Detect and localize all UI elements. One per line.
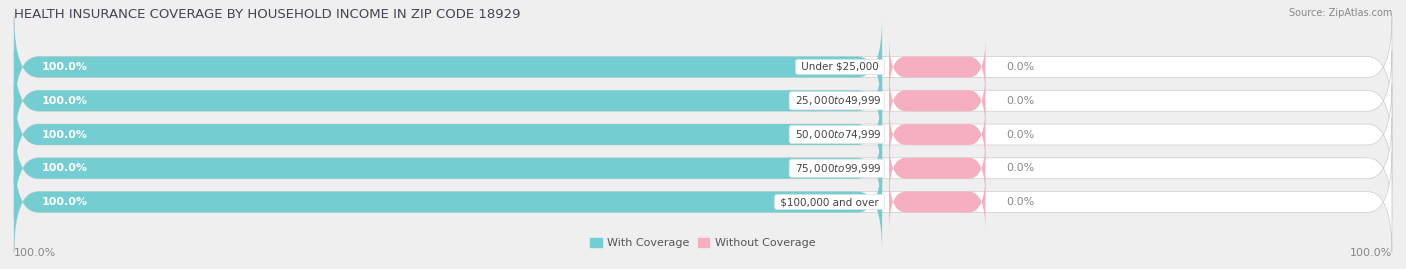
- Text: Under $25,000: Under $25,000: [799, 62, 882, 72]
- Text: $100,000 and over: $100,000 and over: [778, 197, 882, 207]
- FancyBboxPatch shape: [14, 118, 882, 218]
- Text: Source: ZipAtlas.com: Source: ZipAtlas.com: [1288, 8, 1392, 18]
- Text: 100.0%: 100.0%: [14, 248, 56, 258]
- Text: $75,000 to $99,999: $75,000 to $99,999: [792, 162, 882, 175]
- FancyBboxPatch shape: [889, 37, 986, 97]
- Text: 0.0%: 0.0%: [1007, 129, 1035, 140]
- Text: 0.0%: 0.0%: [1007, 62, 1035, 72]
- Text: 100.0%: 100.0%: [1350, 248, 1392, 258]
- Text: HEALTH INSURANCE COVERAGE BY HOUSEHOLD INCOME IN ZIP CODE 18929: HEALTH INSURANCE COVERAGE BY HOUSEHOLD I…: [14, 8, 520, 21]
- FancyBboxPatch shape: [14, 51, 1392, 151]
- Text: $25,000 to $49,999: $25,000 to $49,999: [792, 94, 882, 107]
- FancyBboxPatch shape: [14, 152, 1392, 252]
- Text: 0.0%: 0.0%: [1007, 163, 1035, 173]
- FancyBboxPatch shape: [889, 104, 986, 165]
- Text: 0.0%: 0.0%: [1007, 96, 1035, 106]
- Text: 100.0%: 100.0%: [42, 197, 87, 207]
- FancyBboxPatch shape: [14, 17, 1392, 117]
- FancyBboxPatch shape: [14, 152, 882, 252]
- Text: 0.0%: 0.0%: [1007, 197, 1035, 207]
- Text: $50,000 to $74,999: $50,000 to $74,999: [792, 128, 882, 141]
- FancyBboxPatch shape: [889, 172, 986, 232]
- FancyBboxPatch shape: [889, 138, 986, 198]
- FancyBboxPatch shape: [14, 84, 1392, 185]
- Text: 100.0%: 100.0%: [42, 96, 87, 106]
- Text: 100.0%: 100.0%: [42, 62, 87, 72]
- FancyBboxPatch shape: [14, 51, 882, 151]
- Text: 100.0%: 100.0%: [42, 163, 87, 173]
- FancyBboxPatch shape: [14, 118, 1392, 218]
- FancyBboxPatch shape: [14, 84, 882, 185]
- FancyBboxPatch shape: [14, 17, 882, 117]
- Legend: With Coverage, Without Coverage: With Coverage, Without Coverage: [586, 234, 820, 253]
- FancyBboxPatch shape: [889, 71, 986, 131]
- Text: 100.0%: 100.0%: [42, 129, 87, 140]
